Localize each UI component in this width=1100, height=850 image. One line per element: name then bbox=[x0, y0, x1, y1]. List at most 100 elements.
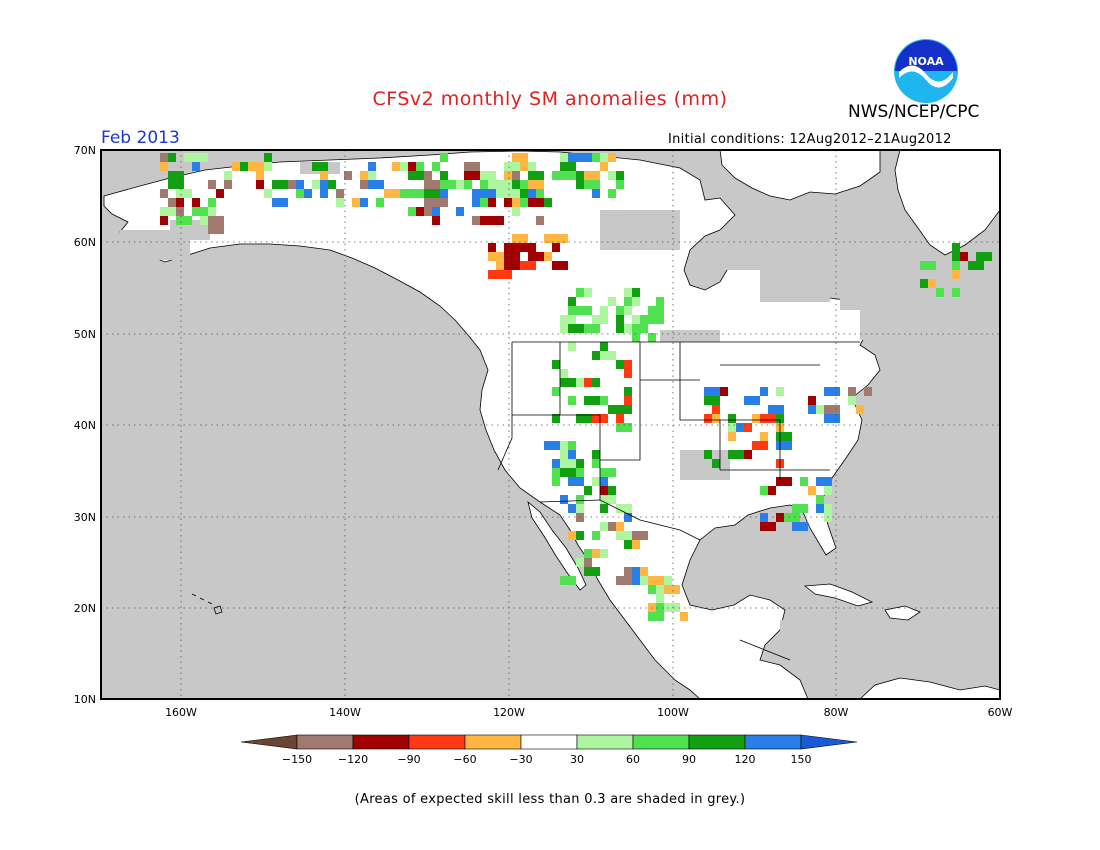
anomaly-cell bbox=[920, 261, 936, 270]
anomaly-cell bbox=[816, 495, 824, 504]
legend-swatch bbox=[688, 734, 746, 750]
anomaly-cell bbox=[472, 216, 480, 225]
caption: (Areas of expected skill less than 0.3 a… bbox=[354, 792, 746, 807]
anomaly-cell bbox=[368, 162, 376, 171]
anomaly-cell bbox=[560, 459, 568, 468]
anomaly-cell bbox=[968, 261, 984, 270]
anomaly-cell bbox=[560, 324, 568, 333]
anomaly-cell bbox=[608, 405, 624, 414]
legend-arrow-right bbox=[800, 734, 858, 750]
anomaly-cell bbox=[256, 171, 264, 180]
anomaly-cell bbox=[512, 234, 520, 243]
anomaly-cell bbox=[704, 396, 720, 405]
anomaly-cell bbox=[616, 531, 632, 540]
anomaly-cell bbox=[512, 189, 520, 198]
legend-swatch bbox=[296, 734, 354, 750]
anomaly-cell bbox=[744, 396, 752, 405]
anomaly-cell bbox=[520, 162, 528, 171]
anomaly-cell bbox=[640, 576, 648, 585]
anomaly-cell bbox=[488, 189, 496, 198]
anomaly-cell bbox=[408, 207, 416, 216]
anomaly-cell bbox=[504, 261, 520, 270]
anomaly-cell bbox=[608, 189, 616, 198]
anomaly-cell bbox=[168, 198, 176, 207]
anomaly-cell bbox=[616, 414, 624, 423]
anomaly-cell bbox=[536, 216, 544, 225]
anomaly-cell bbox=[552, 243, 560, 252]
anomaly-cell bbox=[616, 315, 624, 324]
lat-axis: 70N 60N 50N 40N 30N 20N 10N bbox=[74, 144, 96, 706]
anomaly-cell bbox=[632, 567, 640, 576]
anomaly-cell bbox=[712, 405, 720, 414]
anomaly-cell bbox=[760, 522, 776, 531]
anomaly-cell bbox=[560, 162, 576, 171]
anomaly-cell bbox=[496, 189, 512, 198]
anomaly-cell bbox=[632, 315, 640, 324]
anomaly-cell bbox=[400, 189, 408, 198]
anomaly-cell bbox=[328, 180, 336, 189]
legend-tick-label: 120 bbox=[735, 753, 756, 766]
anomaly-cell bbox=[632, 540, 640, 549]
anomaly-cell bbox=[824, 405, 840, 414]
anomaly-cell bbox=[304, 189, 312, 198]
anomaly-cell bbox=[608, 171, 616, 180]
hawaii-islands bbox=[191, 593, 223, 615]
anomaly-cell bbox=[576, 414, 592, 423]
target-month-label: Feb 2013 bbox=[101, 128, 180, 148]
anomaly-cell bbox=[560, 369, 568, 378]
anomaly-cell bbox=[192, 198, 200, 207]
anomaly-cell bbox=[808, 486, 816, 495]
anomaly-cell bbox=[768, 405, 784, 414]
anomaly-cell bbox=[584, 324, 600, 333]
legend-tick-label: −90 bbox=[397, 753, 420, 766]
anomaly-cell bbox=[392, 162, 400, 171]
anomaly-cell bbox=[792, 504, 808, 513]
map-frame bbox=[100, 149, 1001, 700]
anomaly-cell bbox=[584, 558, 592, 567]
anomaly-cell bbox=[776, 387, 784, 396]
anomaly-cell bbox=[552, 171, 560, 180]
legend-tick-label: 60 bbox=[626, 753, 640, 766]
anomaly-cell bbox=[600, 306, 608, 315]
anomaly-cell bbox=[416, 171, 424, 180]
anomaly-cell bbox=[576, 531, 584, 540]
anomaly-cell bbox=[568, 153, 576, 162]
anomaly-cell bbox=[576, 306, 584, 315]
anomaly-cell bbox=[160, 216, 168, 225]
anomaly-cell bbox=[512, 153, 528, 162]
anomaly-cell bbox=[512, 243, 520, 252]
anomaly-cell bbox=[344, 171, 352, 180]
anomaly-cell bbox=[576, 378, 584, 387]
anomaly-cell bbox=[632, 324, 640, 333]
anomaly-cell bbox=[360, 180, 368, 189]
anomaly-cell bbox=[632, 333, 640, 342]
anomaly-cell bbox=[816, 477, 832, 486]
anomaly-cell bbox=[552, 234, 568, 243]
anomaly-cell bbox=[592, 459, 600, 468]
anomaly-cell bbox=[728, 414, 736, 423]
anomaly-cell bbox=[368, 180, 384, 189]
anomaly-cell bbox=[584, 549, 592, 558]
anomaly-cell bbox=[752, 414, 760, 423]
anomaly-cell bbox=[584, 486, 592, 495]
anomaly-cell bbox=[560, 468, 576, 477]
anomaly-cell bbox=[464, 171, 480, 180]
anomaly-cell bbox=[680, 612, 688, 621]
anomaly-cell bbox=[168, 171, 184, 180]
anomaly-cell bbox=[656, 594, 664, 603]
anomaly-cell bbox=[568, 396, 576, 405]
anomaly-cell bbox=[496, 270, 512, 279]
anomaly-cell bbox=[664, 603, 680, 612]
anomaly-cell bbox=[616, 171, 624, 180]
anomaly-cell bbox=[424, 198, 440, 207]
anomaly-cell bbox=[616, 360, 624, 369]
boundaries bbox=[497, 341, 860, 661]
anomaly-cell bbox=[672, 585, 680, 594]
anomaly-cell bbox=[160, 162, 168, 171]
agency-label: NWS/NCEP/CPC bbox=[848, 102, 980, 122]
anomaly-cell bbox=[600, 522, 608, 531]
anomaly-cell bbox=[608, 522, 616, 531]
graticule bbox=[101, 150, 1000, 699]
anomaly-cell bbox=[568, 297, 576, 306]
anomaly-cell bbox=[432, 216, 440, 225]
